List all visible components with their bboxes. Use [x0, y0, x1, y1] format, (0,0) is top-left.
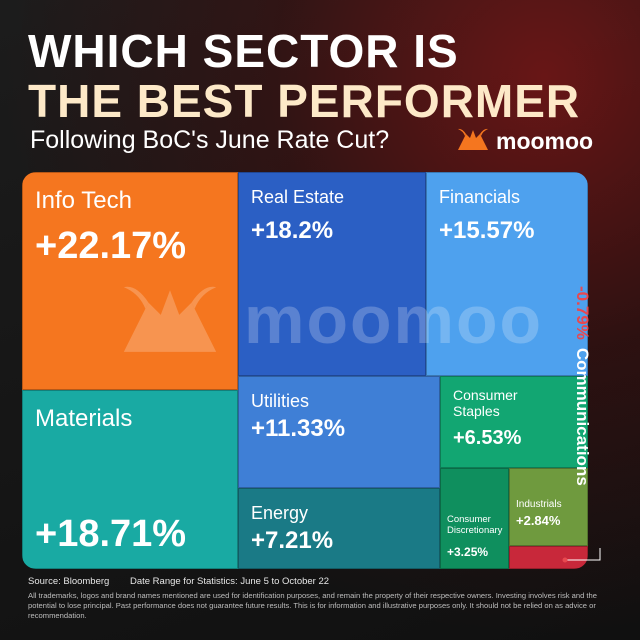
tile-label-energy: Energy — [251, 503, 309, 523]
logo-text: moomoo — [496, 128, 594, 154]
subtitle: Following BoC's June Rate Cut? — [30, 126, 390, 154]
source-line: Source: Bloomberg Date Range for Statist… — [28, 576, 329, 587]
title-line-1: WHICH SECTOR IS — [28, 25, 459, 77]
tile-energy: Energy +7.21% — [238, 488, 440, 569]
tile-value-materials: +18.71% — [35, 513, 187, 555]
page-title: WHICH SECTOR IS THE BEST PERFORMER — [28, 26, 580, 126]
tile-label-consumer-staples: Consumer Staples — [453, 387, 518, 420]
tile-real-estate: Real Estate +18.2% — [238, 172, 426, 376]
tile-value-utilities: +11.33% — [251, 415, 346, 442]
tile-value-consumer-staples: +6.53% — [453, 427, 522, 449]
tile-consumer-staples: Consumer Staples +6.53% — [440, 376, 588, 468]
tile-value-consumer-discretionary: +3.25% — [447, 545, 489, 559]
tile-label-utilities: Utilities — [251, 391, 310, 411]
communications-name: Communications — [573, 347, 592, 486]
title-line-2: THE BEST PERFORMER — [28, 75, 581, 127]
tile-consumer-discretionary: Consumer Discretionary +3.25% — [440, 468, 509, 569]
tile-value-energy: +7.21% — [251, 527, 334, 554]
source-text: Source: Bloomberg — [28, 576, 110, 587]
tile-financials: Financials +15.57% — [426, 172, 588, 376]
communications-value: -0.79% — [573, 286, 592, 340]
date-range-text: Date Range for Statistics: June 5 to Oct… — [129, 576, 330, 587]
tile-value-financials: +15.57% — [439, 217, 535, 244]
disclaimer: All trademarks, logos and brand names me… — [28, 591, 597, 620]
tile-value-industrials: +2.84% — [516, 513, 561, 528]
tile-utilities: Utilities +11.33% — [238, 376, 440, 488]
tile-info-tech: Info Tech +22.17% — [22, 172, 238, 390]
tile-label-consumer-discretionary: Consumer Discretionary — [447, 514, 503, 536]
tile-value-info-tech: +22.17% — [35, 225, 187, 267]
tile-label-industrials: Industrials — [516, 499, 562, 510]
bull-logo-icon — [456, 126, 490, 157]
tile-communications — [509, 546, 588, 569]
communications-callout: -0.79% Communications — [572, 286, 592, 486]
tile-label-info-tech: Info Tech — [35, 187, 132, 214]
brand-logo: moomoo — [456, 126, 593, 157]
tile-label-real-estate: Real Estate — [251, 187, 345, 207]
tile-label-financials: Financials — [439, 187, 521, 207]
tile-label-materials: Materials — [35, 405, 133, 432]
tile-value-real-estate: +18.2% — [251, 217, 334, 244]
sector-treemap: Info Tech +22.17% Real Estate +18.2% Financi… — [22, 172, 588, 569]
tile-industrials: Industrials +2.84% — [509, 468, 588, 546]
tile-materials: Materials +18.71% — [22, 390, 238, 569]
